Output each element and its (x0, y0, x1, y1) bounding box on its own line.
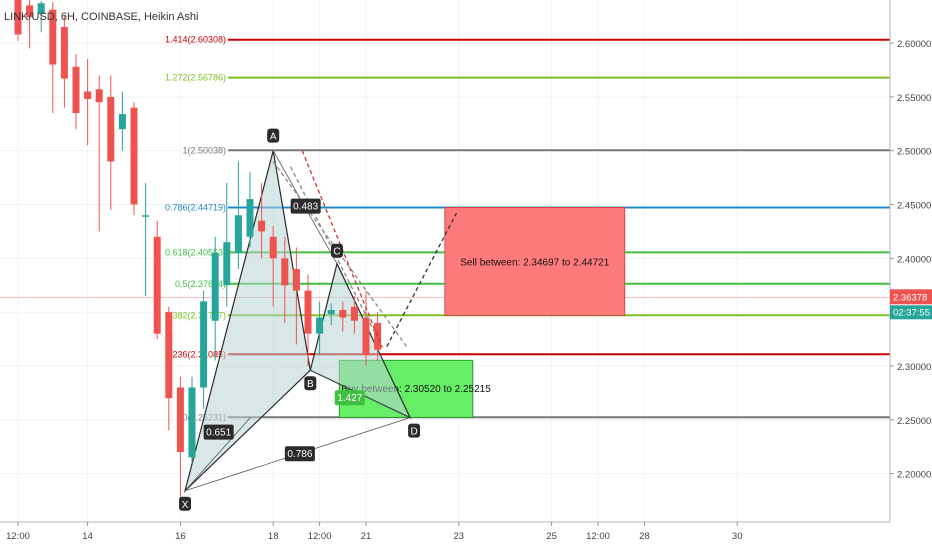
y-tick-label: 2.45000 (897, 200, 931, 211)
candle-body[interactable] (142, 215, 150, 217)
pattern-point-badge (408, 423, 421, 438)
candle-body[interactable] (188, 387, 196, 458)
x-tick-label: 21 (361, 531, 372, 542)
candle-body[interactable] (165, 312, 173, 399)
candle-timer-label: 02:37:55 (893, 307, 930, 318)
y-tick-label: 2.20000 (897, 470, 931, 481)
pattern-point-badge (331, 243, 343, 258)
candle-body[interactable] (26, 5, 34, 18)
candle-body[interactable] (49, 9, 57, 65)
y-tick-label: 2.55000 (897, 93, 931, 104)
y-tick-label: 2.30000 (897, 362, 931, 373)
candle-body[interactable] (200, 301, 208, 388)
pattern-point-label: C (333, 247, 340, 258)
candle-body[interactable] (292, 269, 300, 291)
current-price-label: 2.36378 (893, 292, 927, 303)
y-tick-label: 2.40000 (897, 254, 931, 265)
pattern-point-label: D (410, 427, 417, 438)
ratio-label: 0.651 (206, 428, 231, 439)
candle-body[interactable] (72, 66, 80, 114)
x-tick-label: 12:00 (586, 531, 610, 542)
candles (14, 0, 382, 506)
candle-body[interactable] (14, 0, 22, 35)
x-tick-label: 16 (175, 531, 186, 542)
pattern-point-label: X (182, 500, 189, 511)
x-tick-label: 12:00 (6, 531, 30, 542)
ratio-label-badge (334, 390, 365, 406)
candle-body[interactable] (176, 387, 184, 453)
candle-body[interactable] (37, 3, 45, 14)
pattern-point-badge (267, 128, 280, 143)
pattern-point-label: B (307, 379, 314, 390)
harmonic-pattern (183, 150, 412, 493)
pattern-point-badge (304, 376, 317, 391)
buy-zone-label: Buy between: 2.30520 to 2.25215 (341, 384, 491, 395)
fib-level-label: 0.236(2.31085) (165, 349, 226, 359)
candle-body[interactable] (269, 236, 277, 259)
pattern-line-xb (184, 417, 251, 492)
candle-timer-badge (890, 305, 932, 320)
candle-body[interactable] (327, 309, 335, 315)
overlays: X A B C D 0.483 0.651 0.786 1.427 (179, 128, 458, 511)
fib-level-label: 0.5(2.37634) (175, 279, 226, 289)
candle-body[interactable] (84, 91, 92, 100)
candle-body[interactable] (234, 215, 242, 253)
candle-body[interactable] (281, 258, 289, 286)
x-tick-label: 23 (454, 531, 465, 542)
fib-level-label: 0.786(2.44719) (165, 203, 226, 213)
y-tick-label: 2.25000 (897, 416, 931, 427)
ratio-label: 0.786 (287, 449, 312, 460)
candle-body[interactable] (153, 236, 161, 334)
candle-body[interactable] (374, 322, 382, 350)
candle-body[interactable] (130, 107, 138, 205)
fib-level-label: 0.618(2.40553) (165, 247, 226, 257)
x-tick-label: 25 (546, 531, 557, 542)
ratio-label-badge (284, 446, 315, 462)
candle-body[interactable] (339, 309, 347, 318)
candle-body[interactable] (107, 96, 115, 162)
candle-body[interactable] (246, 199, 254, 237)
fib-level-label: 1.414(2.60308) (165, 35, 226, 45)
x-tick-label: 30 (732, 531, 743, 542)
ratio-label-badge (203, 424, 234, 440)
candle-body[interactable] (258, 220, 266, 232)
x-tick-label: 28 (639, 531, 650, 542)
ratio-label: 0.483 (293, 202, 318, 213)
candle-body[interactable] (362, 317, 370, 356)
candle-body[interactable] (60, 26, 68, 79)
x-tick-label: 12:00 (308, 531, 332, 542)
x-tick-label: 18 (268, 531, 279, 542)
candle-body[interactable] (223, 242, 231, 286)
fib-level-label: 1(2.50038) (182, 145, 226, 155)
chart-title: LINK/USD, 6H, COINBASE, Heikin Ashi (4, 11, 198, 23)
candle-body[interactable] (304, 290, 312, 334)
sell-zone[interactable] (444, 206, 626, 316)
fib-level-label: 0.382(2.34707) (165, 310, 226, 320)
axes: 2.600002.550002.500002.450002.400002.350… (0, 0, 932, 542)
fib-level-label: 1.272(2.56786) (165, 73, 226, 83)
sell-zone-label: Sell between: 2.34697 to 2.44721 (460, 257, 609, 268)
pattern-point-badge (179, 496, 192, 511)
candle-body[interactable] (316, 317, 324, 334)
pattern-point-label: A (270, 132, 277, 143)
candle-body[interactable] (211, 252, 219, 321)
current-price-badge (890, 289, 932, 305)
ratio-label: 1.427 (337, 393, 362, 404)
candle-body[interactable] (118, 114, 126, 130)
pattern-triangle-xab (183, 150, 311, 493)
x-tick-label: 14 (82, 531, 93, 542)
y-tick-label: 2.60000 (897, 39, 931, 50)
y-tick-label: 2.50000 (897, 147, 931, 158)
candle-body[interactable] (95, 89, 103, 103)
candle-body[interactable] (350, 306, 358, 321)
ratio-label-badge (290, 198, 321, 214)
